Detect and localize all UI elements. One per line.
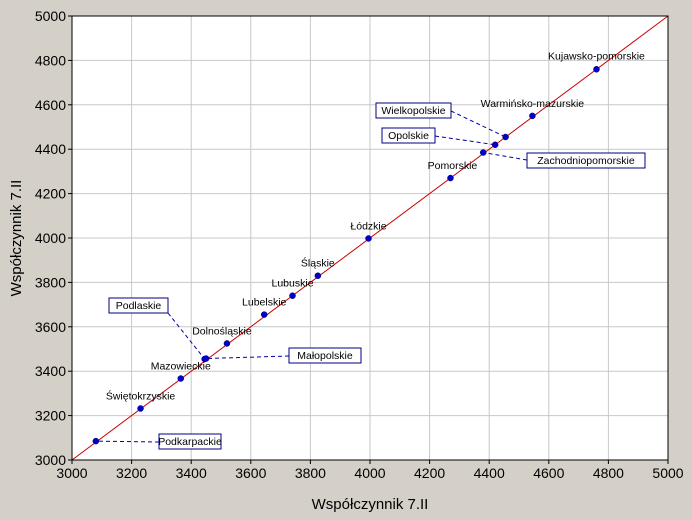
label-box-zachodniopomorskie: [526, 152, 646, 169]
y-tick-label: 4400: [35, 141, 66, 157]
data-point-mazowieckie: [177, 375, 185, 382]
y-tick-label: 4800: [35, 52, 66, 68]
data-point-zachodniopomorskie: [479, 149, 487, 156]
x-tick-label: 4200: [414, 465, 445, 481]
point-label-ma-opolskie: Małopolskie: [297, 350, 353, 362]
x-tick-label: 3400: [176, 465, 207, 481]
data-point-pomorskie: [447, 174, 454, 182]
point-label-lubelskie: Lubelskie: [242, 297, 287, 309]
label-box-podkarpackie: [158, 433, 222, 450]
x-axis-title: Współczynnik 7.II: [312, 496, 429, 513]
y-tick-label: 3600: [35, 319, 66, 335]
point-label-opolskie: Opolskie: [388, 130, 429, 142]
y-axis-title: Współczynnik 7.II: [8, 180, 25, 297]
data-point-dolno-l-skie: [223, 340, 231, 347]
point-label-dolno-l-skie: Dolnośląskie: [192, 325, 252, 337]
y-tick-label: 4000: [35, 230, 66, 246]
data-point--l-skie: [314, 272, 322, 279]
y-tick-label: 3800: [35, 274, 66, 290]
point-label-zachodniopomorskie: Zachodniopomorskie: [537, 155, 635, 167]
data-points: [92, 66, 600, 445]
x-tick-label: 4000: [354, 465, 385, 481]
point-label--wi-tokrzyskie: Świętokrzyskie: [106, 389, 176, 402]
data-point-wielkopolskie: [502, 133, 509, 141]
y-tick-label: 3200: [35, 408, 66, 424]
label-box-ma-opolskie: [288, 347, 362, 364]
leader-line-podlaskie: [167, 312, 206, 360]
leader-line-opolskie: [434, 135, 496, 146]
x-tick-label: 4800: [593, 465, 624, 481]
leader-line-podkarpackie: [95, 440, 160, 443]
point-label-warmi-sko-mazurskie: Warmińsko-mazurskie: [481, 98, 585, 110]
leader-line-wielkopolskie: [450, 110, 506, 138]
data-point-ma-opolskie: [202, 355, 210, 362]
x-tick-label: 3000: [56, 465, 87, 481]
x-tick-label: 3800: [295, 465, 326, 481]
point-label-mazowieckie: Mazowieckie: [151, 361, 211, 373]
point-label--l-skie: Śląskie: [301, 257, 335, 270]
point-label--dzkie: Łódzkie: [350, 220, 386, 232]
point-label-pomorskie: Pomorskie: [428, 160, 478, 172]
data-point-lubelskie: [260, 311, 268, 318]
x-tick-label: 5000: [652, 465, 683, 481]
data-point-warmi-sko-mazurskie: [529, 112, 536, 120]
y-tick-label: 3000: [35, 452, 66, 468]
point-label-wielkopolskie: Wielkopolskie: [381, 105, 445, 117]
point-label-podlaskie: Podlaskie: [116, 300, 162, 312]
y-tick-label: 4200: [35, 186, 66, 202]
point-labels: Podkarpackie Świętokrzyskie Mazowieckie Pod…: [106, 50, 646, 450]
label-box-podlaskie: [108, 297, 169, 314]
axis-ticks: 3000 3200 3400 3600 3800 4000 4200 4400 4600 4800…: [35, 8, 684, 481]
point-label-lubuskie: Lubuskie: [272, 278, 314, 290]
label-box-opolskie: [381, 127, 436, 144]
y-tick-label: 5000: [35, 8, 66, 24]
leader-line-zachodniopomorskie: [483, 152, 528, 161]
point-label-podkarpackie: Podkarpackie: [158, 436, 222, 448]
data-point-kujawsko-pomorskie: [593, 66, 600, 73]
point-label-kujawsko-pomorskie: Kujawsko-pomorskie: [548, 50, 645, 62]
data-point-lubuskie: [289, 292, 296, 299]
y-tick-label: 3400: [35, 363, 66, 379]
y-tick-label: 4600: [35, 97, 66, 113]
data-point-opolskie: [491, 141, 499, 149]
leader-lines: [95, 110, 528, 443]
x-tick-label: 3200: [116, 465, 147, 481]
x-tick-label: 4600: [533, 465, 564, 481]
data-point-podkarpackie: [92, 437, 100, 445]
data-point--dzkie: [365, 235, 372, 242]
x-tick-label: 4400: [474, 465, 505, 481]
x-tick-label: 3600: [235, 465, 266, 481]
data-point--wi-tokrzyskie: [137, 405, 144, 412]
label-box-wielkopolskie: [375, 102, 452, 119]
